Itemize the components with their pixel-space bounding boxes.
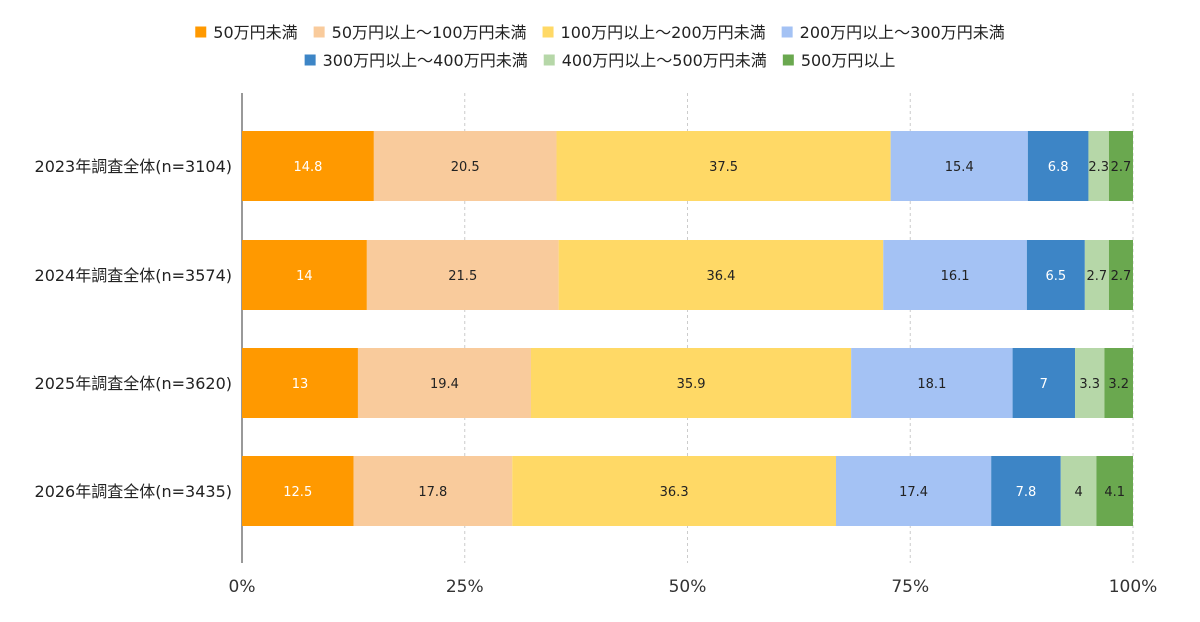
- data-label: 16.1: [941, 269, 970, 284]
- category-label: 2025年調査全体(n=3620): [35, 374, 232, 393]
- data-label: 2.3: [1088, 160, 1109, 175]
- category-labels: 2023年調査全体(n=3104) 2024年調査全体(n=3574) 2025年調…: [35, 157, 232, 501]
- bar-segment: [1060, 456, 1097, 526]
- bar-row-3: 12.5 17.8 36.3 17.4 7.8 4 4.1: [242, 456, 1133, 526]
- data-label: 3.2: [1108, 377, 1129, 392]
- legend-item: 200万円以上～300万円未満: [781, 23, 1005, 42]
- bar-segment: [1026, 240, 1085, 310]
- bar-segment: [1108, 131, 1133, 201]
- legend-label: 50万円以上～100万円未満: [332, 23, 527, 42]
- data-label: 37.5: [709, 160, 738, 175]
- bar-segment: [1027, 131, 1089, 201]
- legend: 50万円未満 50万円以上～100万円未満 100万円以上～200万円未満 200万円…: [195, 23, 1005, 70]
- bar-segment: [851, 348, 1013, 418]
- data-label: 6.5: [1046, 269, 1067, 284]
- data-label: 4: [1074, 485, 1082, 500]
- x-tick-label: 75%: [891, 577, 929, 597]
- legend-swatch: [543, 54, 555, 66]
- data-label: 4.1: [1104, 485, 1125, 500]
- legend-item: 500万円以上: [782, 51, 896, 70]
- legend-swatch: [304, 54, 316, 66]
- legend-item: 50万円以上～100万円未満: [313, 23, 527, 42]
- data-label: 15.4: [945, 160, 974, 175]
- data-label: 21.5: [448, 269, 477, 284]
- data-label: 6.8: [1048, 160, 1069, 175]
- legend-label: 200万円以上～300万円未満: [800, 23, 1005, 42]
- bar-row-1: 14 21.5 36.4 16.1 6.5 2.7 2.7: [242, 240, 1133, 310]
- bar-segment: [883, 240, 1027, 310]
- legend-label: 50万円未満: [213, 23, 297, 42]
- bar-segment: [836, 456, 992, 526]
- data-label: 36.4: [706, 269, 735, 284]
- bar-segment: [1084, 240, 1109, 310]
- legend-label: 400万円以上～500万円未満: [562, 51, 767, 70]
- legend-item: 100万円以上～200万円未満: [542, 23, 766, 42]
- data-label: 7: [1040, 377, 1048, 392]
- data-label: 35.9: [677, 377, 706, 392]
- x-tick-label: 100%: [1109, 577, 1158, 597]
- data-label: 14: [296, 269, 313, 284]
- category-label: 2023年調査全体(n=3104): [35, 157, 232, 176]
- data-label: 20.5: [451, 160, 480, 175]
- bar-segment: [1012, 348, 1076, 418]
- bar-segment: [242, 456, 354, 526]
- data-label: 3.3: [1079, 377, 1100, 392]
- legend-swatch: [195, 26, 207, 38]
- bar-segment: [242, 240, 367, 310]
- x-tick-label: 25%: [446, 577, 484, 597]
- legend-swatch: [782, 54, 794, 66]
- data-label: 13: [292, 377, 309, 392]
- bar-segment: [242, 348, 358, 418]
- legend-label: 500万円以上: [801, 51, 896, 70]
- bar-segment: [1096, 456, 1133, 526]
- bar-segment: [353, 456, 513, 526]
- x-axis-ticks: 0% 25% 50% 75% 100%: [229, 577, 1158, 597]
- bar-segment: [991, 456, 1061, 526]
- legend-label: 100万円以上～200万円未満: [561, 23, 766, 42]
- bar-segment: [1104, 348, 1133, 418]
- data-label: 19.4: [430, 377, 459, 392]
- bar-segment: [366, 240, 559, 310]
- category-label: 2024年調査全体(n=3574): [35, 266, 232, 285]
- bar-segment: [890, 131, 1028, 201]
- data-label: 12.5: [283, 485, 312, 500]
- data-label: 2.7: [1111, 160, 1132, 175]
- bar-segment: [242, 131, 374, 201]
- x-tick-label: 50%: [669, 577, 707, 597]
- bar-segment: [530, 348, 852, 418]
- legend-swatch: [542, 26, 554, 38]
- bar-segment: [1088, 131, 1109, 201]
- data-label: 7.8: [1016, 485, 1037, 500]
- bar-segment: [1075, 348, 1105, 418]
- bar-row-0: 14.8 20.5 37.5 15.4 6.8 2.3 2.7: [242, 131, 1133, 201]
- data-label: 36.3: [660, 485, 689, 500]
- bar-segment: [1108, 240, 1133, 310]
- data-label: 17.8: [418, 485, 447, 500]
- bar-segment: [558, 240, 884, 310]
- legend-swatch: [781, 26, 793, 38]
- bars: 14.8 20.5 37.5 15.4 6.8 2.3 2.714 21.5 36.4 16.1 6…: [242, 131, 1133, 526]
- data-label: 17.4: [899, 485, 928, 500]
- legend-label: 300万円以上～400万円未満: [323, 51, 528, 70]
- bar-segment: [373, 131, 557, 201]
- bar-row-2: 13 19.4 35.9 18.1 7 3.3 3.2: [242, 348, 1133, 418]
- data-label: 18.1: [917, 377, 946, 392]
- data-label: 2.7: [1111, 269, 1132, 284]
- data-label: 14.8: [293, 160, 322, 175]
- legend-item: 400万円以上～500万円未満: [543, 51, 767, 70]
- bar-segment: [556, 131, 891, 201]
- category-label: 2026年調査全体(n=3435): [35, 482, 232, 501]
- bar-segment: [512, 456, 836, 526]
- bar-segment: [357, 348, 531, 418]
- data-label: 2.7: [1087, 269, 1108, 284]
- legend-item: 300万円以上～400万円未満: [304, 51, 528, 70]
- x-tick-label: 0%: [229, 577, 256, 597]
- legend-swatch: [313, 26, 325, 38]
- legend-item: 50万円未満: [195, 23, 298, 42]
